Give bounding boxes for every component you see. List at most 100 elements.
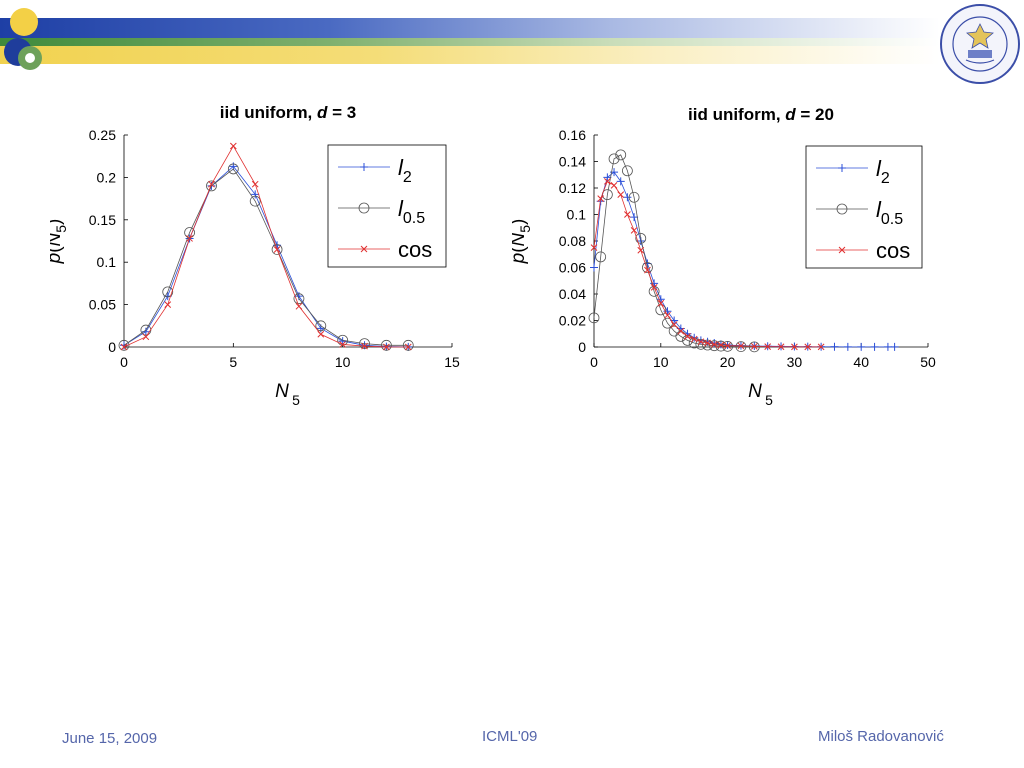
chart-0-series-0-point	[338, 337, 347, 346]
chart-1-xtick-label: 50	[920, 354, 936, 370]
header-band-green	[0, 38, 940, 46]
chart-0-series-1-point	[402, 339, 414, 351]
chart-1-series-2-point	[737, 342, 745, 350]
chart-0-xtick-label: 15	[444, 354, 460, 370]
chart-0-series-2-point	[317, 330, 325, 338]
chart-1-series-2-point	[670, 321, 678, 328]
chart-1-series-2-point	[637, 246, 645, 254]
university-seal-logo	[940, 4, 1020, 84]
chart-1-series-2-point	[590, 244, 598, 251]
chart-1-series-2-point	[677, 327, 685, 335]
chart-1-ytick-label: 0.08	[559, 233, 586, 249]
chart-1-series-2-point	[697, 338, 705, 346]
chart-0-series-1-point	[380, 339, 392, 351]
chart-0-series-1-line	[123, 168, 409, 346]
chart-1-ytick-label: 0.16	[559, 127, 586, 143]
chart-0-series-1-point	[249, 195, 261, 207]
chart-1-series-1-point	[668, 325, 680, 337]
chart-0-series-2-point	[164, 301, 172, 308]
chart-0-legend-marker-2	[360, 245, 368, 253]
chart-1-series-2-point	[610, 181, 618, 189]
chart-1-ytick-label: 0.12	[559, 180, 586, 196]
chart-1-series-1-point	[655, 304, 667, 316]
chart-0-legend-label-0: l2	[398, 155, 412, 186]
chart-0-series-0-line	[123, 165, 409, 348]
chart-0-series-1-point	[206, 180, 217, 192]
chart-0-ylabel: p(N5)	[50, 219, 69, 265]
chart-1-series-2-point	[791, 343, 798, 351]
chart-1-series-2-point	[624, 211, 631, 218]
chart-1-series-1-point	[588, 312, 600, 324]
chart-0-ytick-label: 0.15	[89, 212, 116, 228]
chart-1-series-0-point	[616, 177, 625, 186]
chart-1-series-0-point	[663, 307, 672, 316]
chart-1-series-2-point	[604, 178, 611, 185]
chart-1-xtick-label: 10	[653, 354, 669, 370]
chart-0-legend-label-1: l0.5	[398, 196, 425, 227]
chart-1-series-0-point	[830, 342, 839, 351]
chart-0-xtick-label: 5	[229, 354, 237, 370]
chart-1-series-0-point	[843, 342, 852, 351]
chart-0-legend-marker-0	[360, 163, 368, 171]
chart-1-ytick-label: 0	[578, 339, 586, 355]
chart-1-series-2-line	[593, 180, 822, 348]
chart-1-series-2-point	[684, 333, 691, 340]
chart-1-series-1-point	[635, 232, 647, 244]
chart-1-ytick-label: 0.04	[559, 286, 586, 302]
chart-1-legend-label-2: cos	[876, 238, 910, 263]
chart-1-xtick-label: 20	[720, 354, 736, 370]
chart-0-legend-box	[327, 144, 447, 268]
chart-1-legend-marker-0	[838, 164, 846, 172]
chart-1-series-0-point	[590, 263, 598, 272]
chart-1-series-1-point	[628, 191, 640, 203]
chart-0-series-2-point	[251, 180, 259, 188]
chart-1-xtick-label: 40	[853, 354, 869, 370]
chart-0-series-2-point	[186, 235, 193, 242]
chart-0-series-2-point	[339, 341, 347, 348]
chart-1-legend-marker-1	[836, 203, 848, 215]
chart-0-series-1-point	[293, 293, 305, 305]
chart-1-series-1-point	[748, 341, 760, 353]
chart-0-ytick-label: 0.25	[89, 127, 116, 143]
chart-1-series-1-point	[702, 339, 713, 351]
chart-1-series-1-point	[708, 340, 720, 352]
chart-1-xtick-label: 30	[787, 354, 803, 370]
chart-1-xtick-label: 0	[590, 354, 598, 370]
chart-1-legend-label-0: l2	[876, 156, 890, 187]
chart-0-ytick-label: 0	[108, 339, 116, 355]
chart-0-series-1-point	[227, 163, 239, 175]
chart-0-series-2-point	[361, 342, 368, 350]
chart-0-series-0-point	[251, 190, 260, 199]
chart-1-series-2-point	[657, 299, 665, 307]
chart-0-xtick-label: 0	[120, 354, 128, 370]
chart-1-legend-label-1: l0.5	[876, 197, 903, 228]
chart-0-ytick-label: 0.1	[97, 254, 117, 270]
chart-1-series-2-point	[777, 343, 785, 351]
chart-1-series-0-point	[656, 295, 665, 304]
chart-iid-uniform-d20: iid uniform, d = 20 0 0.02 0.04 0.06 0.08 0.1 0…	[512, 105, 936, 408]
chart-0-ytick-label: 0.05	[89, 297, 116, 313]
chart-1-series-0-point	[890, 342, 899, 351]
chart-1-series-2-point	[804, 343, 812, 351]
chart-iid-uniform-d3: iid uniform, d = 3 0 0.05 0.1 0.15 0.2 0.25 0 5 1…	[50, 103, 460, 408]
chart-1-series-1-point	[608, 153, 620, 165]
chart-1-series-2-point	[724, 342, 731, 350]
chart-1-series-2-point	[750, 342, 758, 350]
chart-1-series-2-point	[817, 343, 825, 351]
chart-1-series-2-point	[690, 335, 698, 343]
chart-1-series-2-point	[664, 311, 671, 319]
header-band-blue	[0, 18, 940, 38]
chart-0-series-2-point	[229, 142, 237, 150]
chart-1-series-0-point	[883, 342, 892, 351]
chart-1-series-0-point	[857, 342, 866, 351]
chart-0-series-2-point	[142, 333, 150, 341]
chart-0-series-2-point	[273, 246, 281, 253]
chart-1-legend-box	[805, 145, 923, 269]
chart-0-title: iid uniform, d = 3	[220, 103, 357, 122]
chart-0-series-1-point	[337, 334, 349, 346]
chart-0-series-1-point	[118, 339, 130, 351]
chart-1-xlabel-sub: 5	[765, 392, 773, 408]
chart-0-series-2-point	[404, 343, 412, 351]
chart-0-series-2-point	[208, 180, 215, 188]
chart-1-series-2-point	[597, 195, 605, 202]
